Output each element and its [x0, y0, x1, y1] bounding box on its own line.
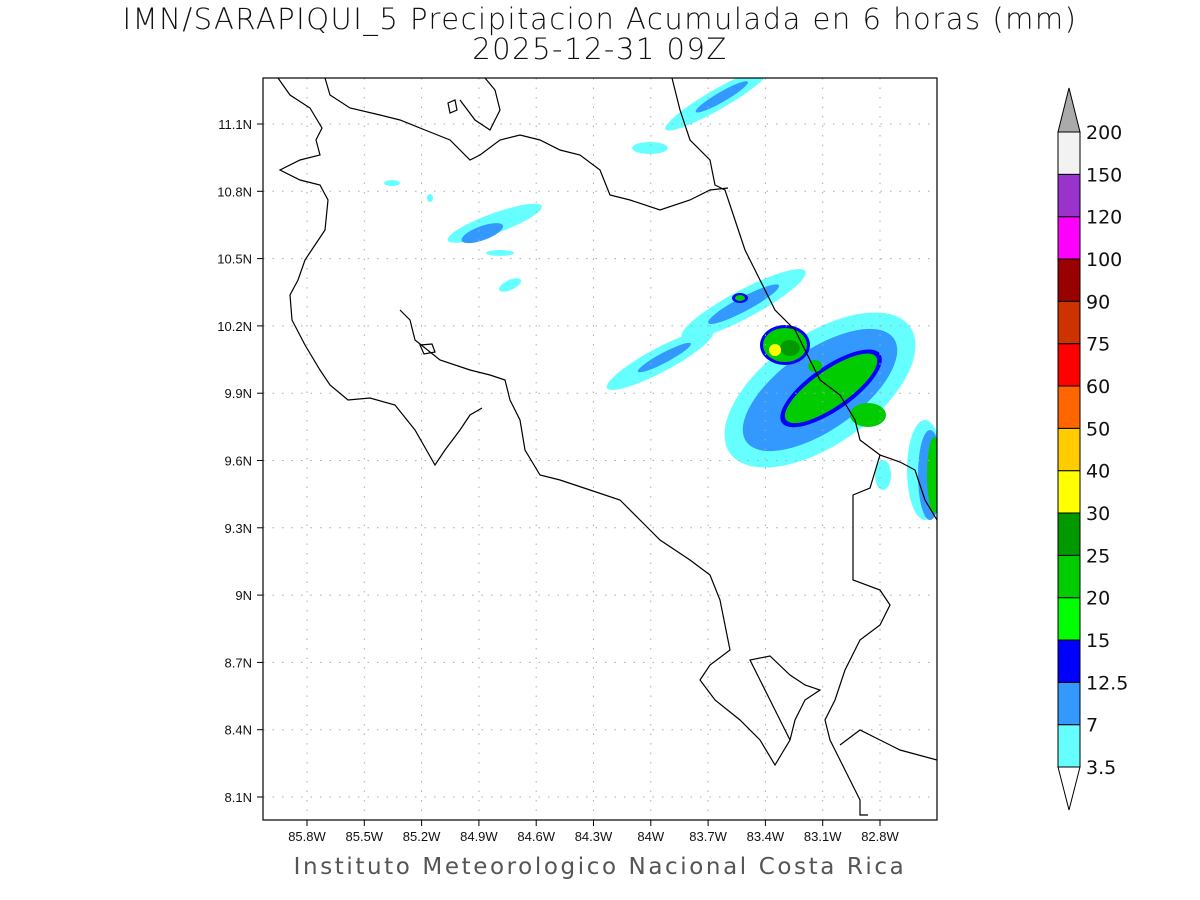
map-gridlines — [263, 78, 937, 820]
lon-label: 85.2W — [403, 829, 441, 844]
colorbar-swatch — [1057, 258, 1081, 302]
lat-label: 10.8N — [217, 184, 252, 199]
colorbar-label: 40 — [1086, 461, 1110, 483]
lat-label: 8.7N — [225, 655, 252, 670]
coastlines — [277, 78, 937, 816]
colorbar-over-arrow — [1057, 87, 1081, 133]
colorbar-swatch — [1057, 385, 1081, 429]
colorbar-swatch — [1057, 639, 1081, 683]
map-datetime: 2025-12-31 09Z — [472, 32, 728, 66]
colorbar-label: 60 — [1086, 376, 1110, 398]
lat-label: 10.2N — [217, 319, 252, 334]
colorbar-swatch — [1057, 131, 1081, 175]
lon-label: 84.6W — [517, 829, 555, 844]
lat-label: 10.5N — [217, 252, 252, 267]
colorbar-swatch — [1057, 427, 1081, 472]
lat-label: 9.6N — [225, 454, 252, 469]
lat-label: 8.4N — [225, 723, 252, 738]
colorbar-label: 25 — [1086, 545, 1110, 567]
map-title: IMN/SARAPIQUI_5 Precipitacion Acumulada … — [122, 2, 1078, 36]
lat-label: 9.9N — [225, 386, 252, 401]
lon-label: 84.3W — [575, 829, 613, 844]
lon-label: 83.1W — [804, 829, 842, 844]
colorbar-label: 75 — [1086, 334, 1110, 356]
colorbar-swatch — [1057, 216, 1081, 260]
colorbar-label: 20 — [1086, 588, 1110, 610]
colorbar-swatch — [1057, 343, 1081, 387]
credit-text: Instituto Meteorologico Nacional Costa R… — [293, 854, 907, 880]
map-axes: 85.8W 85.5W 85.2W 84.9W 84.6W 84.3W 84W 83.7W 83… — [217, 117, 899, 844]
colorbar-label: 150 — [1086, 164, 1122, 186]
colorbar-label: 200 — [1086, 122, 1122, 144]
colorbar-label: 15 — [1086, 630, 1110, 652]
lat-label: 11.1N — [218, 117, 252, 132]
colorbar-swatch — [1057, 512, 1081, 556]
colorbar-swatch — [1057, 554, 1081, 599]
colorbar-swatch — [1057, 681, 1081, 726]
colorbar-label: 120 — [1086, 207, 1122, 229]
lon-label: 82.8W — [861, 829, 899, 844]
colorbar-legend: 3.5 7 12.5 15 20 25 30 40 50 60 75 90 100 120 150 200 — [1057, 87, 1128, 811]
lon-label: 85.5W — [346, 829, 384, 844]
lat-label: 9N — [235, 588, 252, 603]
colorbar-swatch — [1057, 597, 1081, 641]
colorbar-swatch — [1057, 724, 1081, 768]
colorbar-label: 12.5 — [1086, 672, 1128, 694]
colorbar-label: 30 — [1086, 503, 1110, 525]
colorbar-under-arrow — [1057, 766, 1081, 811]
colorbar-label: 7 — [1086, 715, 1098, 737]
lon-label: 84W — [637, 829, 664, 844]
colorbar-label: 100 — [1086, 249, 1122, 271]
colorbar-swatch — [1057, 300, 1081, 345]
map-frame — [262, 77, 938, 821]
colorbar-swatch — [1057, 173, 1081, 218]
lon-label: 83.7W — [689, 829, 727, 844]
colorbar-label: 50 — [1086, 418, 1110, 440]
precipitation-field — [384, 78, 937, 520]
lon-label: 83.4W — [747, 829, 785, 844]
lat-label: 8.1N — [225, 790, 252, 805]
lat-label: 9.3N — [225, 521, 252, 536]
colorbar-swatch — [1057, 470, 1081, 514]
lon-label: 85.8W — [288, 829, 326, 844]
colorbar-label: 90 — [1086, 291, 1110, 313]
lon-label: 84.9W — [460, 829, 498, 844]
colorbar-label: 3.5 — [1086, 757, 1116, 779]
